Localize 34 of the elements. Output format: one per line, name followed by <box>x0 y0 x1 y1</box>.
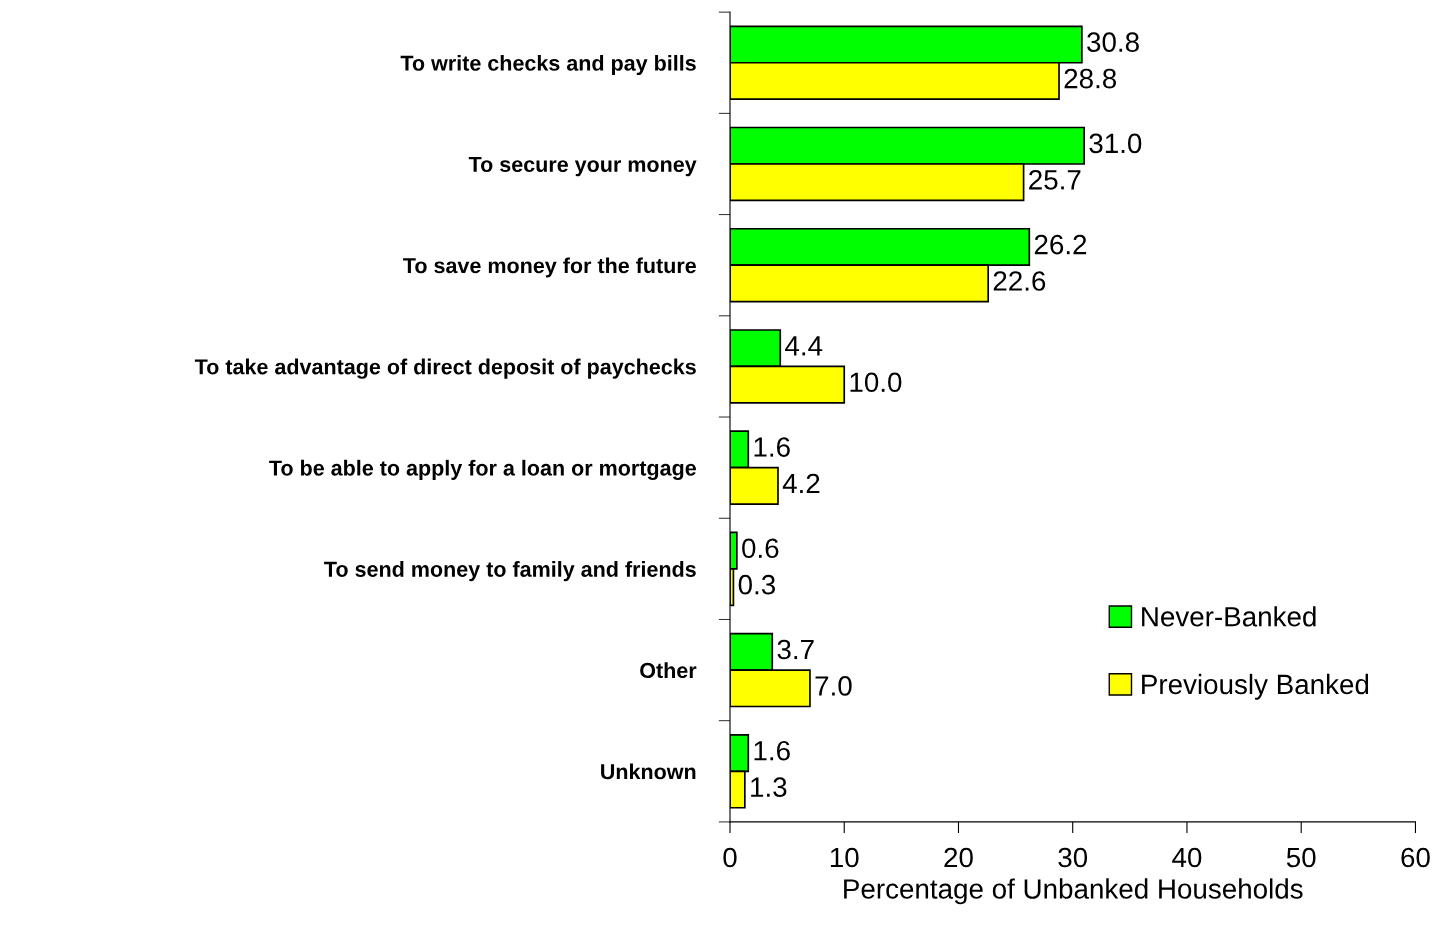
data-label: 1.6 <box>754 437 790 457</box>
data-label: 0.6 <box>742 538 779 559</box>
x-tick-label: 0 <box>723 847 737 868</box>
legend-label: Never-Banked <box>1142 606 1316 627</box>
data-label: 10.0 <box>850 372 902 393</box>
data-label: 4.4 <box>785 336 823 356</box>
data-label: 0.3 <box>738 574 775 595</box>
data-label: 30.8 <box>1087 32 1139 52</box>
y-tick-label: To take advantage of direct deposit of paychecks <box>194 358 696 379</box>
data-label: 3.7 <box>777 639 814 660</box>
data-label: 31.0 <box>1089 133 1142 154</box>
data-label: 26.2 <box>1034 234 1087 255</box>
y-tick-label: Other <box>640 662 697 679</box>
data-label: 25.7 <box>1029 169 1081 190</box>
y-tick-label: Unknown <box>601 763 696 780</box>
data-label: 1.3 <box>751 777 787 797</box>
y-tick-label: To secure your money <box>468 156 697 177</box>
x-tick-label: 60 <box>1401 847 1430 868</box>
x-tick-label: 10 <box>830 847 859 868</box>
data-label: 22.6 <box>993 271 1046 291</box>
x-tick-label: 50 <box>1286 847 1316 868</box>
data-label: 1.6 <box>754 740 790 761</box>
data-label: 28.8 <box>1064 68 1117 89</box>
data-label: 4.2 <box>782 473 820 494</box>
x-tick-label: 30 <box>1058 847 1088 868</box>
legend-label: Previously Banked <box>1142 673 1369 700</box>
x-tick-label: 20 <box>944 847 973 868</box>
y-tick-label: To write checks and pay bills <box>400 54 696 76</box>
x-axis-title: Percentage of Unbanked Households <box>844 878 1303 905</box>
x-tick-label: 40 <box>1172 847 1202 868</box>
y-tick-label: To send money to family and friends <box>324 561 696 582</box>
y-tick-label: To be able to apply for a loan or mortgage <box>269 459 696 480</box>
y-tick-label: To save money for the future <box>403 257 696 278</box>
data-label: 7.0 <box>815 676 852 696</box>
